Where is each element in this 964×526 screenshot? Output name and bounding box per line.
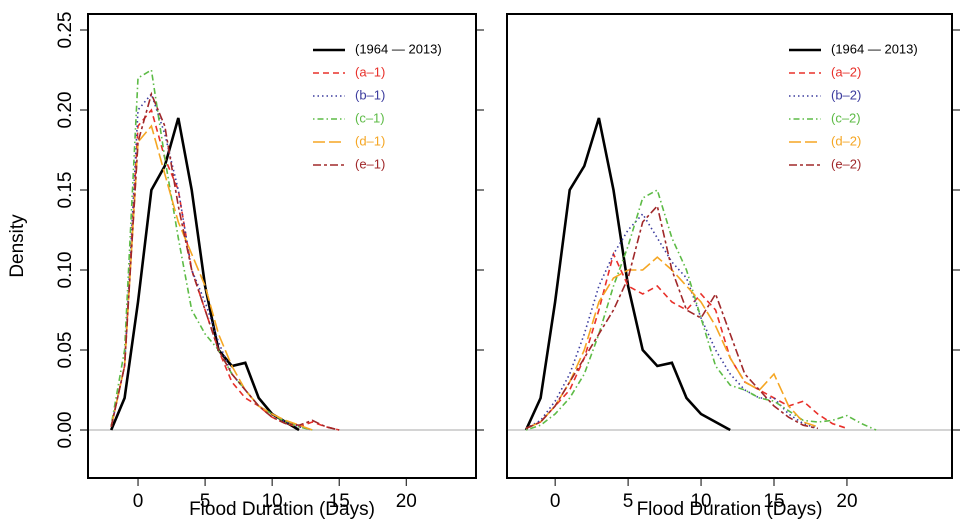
x-tick-label: 15 — [763, 491, 784, 512]
density-line — [525, 251, 848, 430]
x-tick-label: 20 — [396, 491, 417, 512]
x-tick-label: 0 — [133, 491, 144, 512]
density-line — [110, 68, 313, 431]
x-tick-label: 20 — [836, 491, 857, 512]
legend-label: (b–1) — [355, 87, 385, 102]
legend-label: (e–1) — [355, 156, 385, 171]
legend-label: (e–2) — [831, 156, 861, 171]
y-tick-label: 0.05 — [55, 332, 76, 369]
density-line — [525, 256, 819, 430]
legend-label: (1964 — 2013) — [355, 41, 442, 56]
y-tick-label: 0.00 — [55, 412, 76, 449]
density-line — [110, 108, 340, 431]
legend-label: (c–1) — [355, 110, 385, 125]
x-axis-label: Flood Duration (Days) — [189, 499, 375, 520]
y-tick-label: 0.15 — [55, 172, 76, 209]
y-tick-label: 0.10 — [55, 252, 76, 289]
y-tick-label: 0.20 — [55, 92, 76, 129]
x-tick-label: 0 — [550, 491, 561, 512]
x-tick-label: 5 — [623, 491, 634, 512]
density-line — [110, 91, 340, 431]
x-tick-label: 15 — [329, 491, 350, 512]
x-tick-label: 10 — [690, 491, 711, 512]
plot-frame — [87, 13, 477, 479]
y-axis-label: Density — [7, 214, 28, 278]
density-line — [525, 188, 877, 431]
x-axis-label: Flood Duration (Days) — [637, 499, 823, 520]
x-tick-label: 5 — [200, 491, 211, 512]
density-line — [525, 212, 819, 430]
legend-label: (a–1) — [355, 64, 385, 79]
legend-label: (d–1) — [355, 133, 385, 148]
density-line — [110, 124, 313, 431]
density-line — [110, 117, 300, 432]
legend-label: (b–2) — [831, 87, 861, 102]
plot-frame — [506, 13, 953, 479]
legend-label: (1964 — 2013) — [831, 41, 918, 56]
y-tick-label: 0.25 — [55, 12, 76, 49]
legend-label: (c–2) — [831, 110, 861, 125]
density-line — [524, 117, 731, 432]
x-tick-label: 10 — [262, 491, 283, 512]
density-line — [525, 204, 818, 430]
legend-label: (d–2) — [831, 133, 861, 148]
legend-label: (a–2) — [831, 64, 861, 79]
density-line — [110, 92, 313, 431]
